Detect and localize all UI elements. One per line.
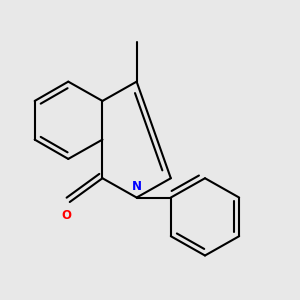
Text: O: O: [62, 209, 72, 222]
Text: N: N: [132, 180, 142, 193]
